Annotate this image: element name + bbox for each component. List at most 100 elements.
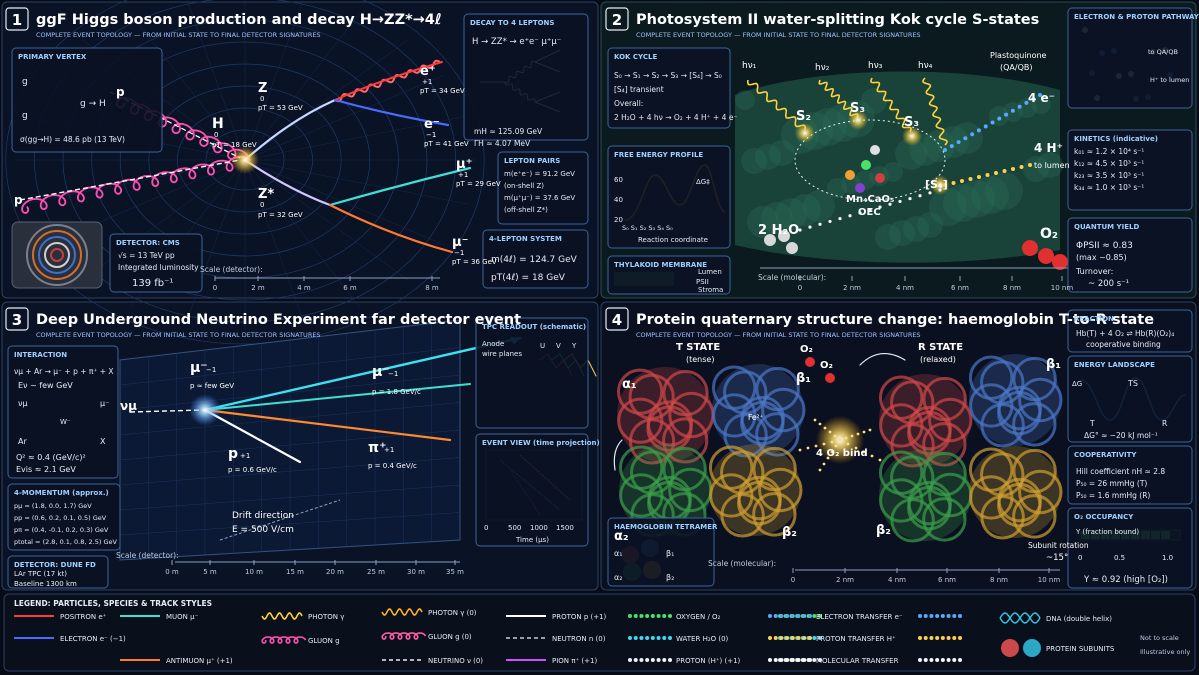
transfer-dot — [828, 430, 832, 434]
transfer-dot — [946, 636, 951, 640]
info-box-text: pμ = (1.8, 0.0, 1.7) GeV — [14, 502, 92, 510]
info-box — [1067, 129, 1193, 211]
info-box-text: pπ = (0.4, -0.1, 0.2, 0.3) GeV — [14, 526, 109, 534]
scale-tick-label: 6 nm — [951, 284, 969, 292]
scale-tick-label: 6 m — [343, 284, 357, 292]
diagram-label: μ⁻ — [452, 235, 468, 250]
subunit-coil — [752, 492, 797, 537]
scale-tick-label: 35 m — [446, 568, 464, 576]
wire-grid — [119, 347, 461, 386]
diagram-label: 0 — [214, 131, 218, 139]
subunit-coil — [1012, 402, 1057, 447]
transfer-dot — [812, 636, 817, 640]
track — [203, 408, 302, 464]
oxygen — [825, 373, 835, 383]
transfer-dot — [970, 132, 975, 137]
panel-number-badge — [605, 307, 629, 331]
info-box-text: ΔG‡ — [696, 178, 710, 186]
transfer-dot — [628, 614, 632, 618]
transfer-dot — [785, 614, 790, 618]
legend-label: DNA (double helix) — [1046, 615, 1112, 623]
diagram-label: p = 1.8 GeV/c — [372, 388, 421, 396]
info-box — [109, 233, 203, 293]
transfer-dot — [779, 614, 784, 618]
transfer-dot — [785, 658, 790, 662]
protein-texture — [809, 108, 847, 146]
info-box-text: Y (fraction bound) — [1075, 528, 1139, 536]
info-box-text: 500 — [508, 524, 521, 532]
transfer-dot — [808, 225, 812, 229]
transfer-dot — [826, 456, 830, 460]
diagram-label: π⁺ — [368, 440, 386, 456]
detector-spoke — [186, 0, 246, 161]
diagram-label: 4 O₂ bind — [816, 448, 868, 459]
subunit-coil — [711, 365, 757, 410]
transfer-dot — [935, 658, 940, 662]
info-box-text: Lumen — [698, 268, 722, 276]
photon-line — [818, 79, 859, 119]
diagram-label: pT = 53 GeV — [258, 104, 303, 112]
protein-texture — [1017, 98, 1037, 118]
scale-label: Scale (detector): — [200, 265, 263, 274]
photon-line — [747, 79, 806, 131]
diagram-label: E = 500 V/cm — [232, 525, 294, 535]
info-box-title: ELECTRON & PROTON PATHWAYS — [1074, 13, 1199, 21]
detector-spoke — [244, 159, 445, 246]
transfer-dot — [813, 418, 817, 422]
scale-tick-label: 0 — [798, 284, 802, 292]
transfer-dot — [997, 116, 1002, 121]
info-box-text: 40 — [614, 196, 623, 204]
protein-texture — [769, 140, 795, 166]
transfer-dot — [951, 181, 956, 185]
transfer-dot — [828, 219, 832, 224]
subunit-coil — [997, 385, 1042, 431]
transfer-dot — [834, 444, 838, 448]
diagram-label: p — [116, 85, 125, 99]
track — [203, 336, 522, 412]
detector-spoke — [244, 74, 445, 161]
state-glow — [930, 175, 950, 195]
subunit-coil — [928, 397, 973, 443]
rotation-arrow — [613, 439, 623, 471]
transfer-dot — [812, 614, 817, 618]
state-glow — [848, 110, 868, 130]
transfer-dot — [798, 448, 802, 452]
transfer-dot — [878, 205, 882, 209]
oxygen-atom — [1052, 254, 1068, 270]
track — [328, 203, 454, 254]
info-box-title: FREE ENERGY PROFILE — [614, 151, 703, 159]
diagram-label: −1 — [454, 249, 464, 257]
info-box-title: 4-LEPTON SYSTEM — [489, 235, 562, 243]
transfer-dot — [645, 636, 650, 640]
transfer-dot — [1004, 112, 1009, 117]
transfer-dot — [838, 216, 842, 221]
info-box-text: Y ≈ 0.92 (high [O₂]) — [1083, 575, 1168, 585]
panel-number-badge — [5, 307, 29, 331]
oxygen-atom — [1038, 248, 1054, 264]
subunit-coil — [662, 417, 709, 464]
transfer-dot — [1019, 165, 1024, 169]
diagram-label: (tense) — [686, 355, 714, 364]
transfer-dot — [952, 636, 957, 640]
legend-label: PROTON TRANSFER H⁺ — [816, 635, 896, 643]
info-box-title: EVENT VIEW (time projection) — [482, 439, 600, 447]
info-box-text: 0 — [1078, 554, 1082, 562]
diagram-label: 4 e⁻ — [1028, 91, 1055, 105]
diagram-label: (QA/QB) — [1000, 63, 1033, 72]
transfer-dot — [868, 208, 872, 212]
protein-texture — [971, 176, 1009, 214]
legend-label: ANTIMUON μ⁺ (+1) — [166, 657, 233, 665]
protein-texture — [943, 184, 981, 222]
diagram-label: pT = 34 GeV — [420, 87, 465, 95]
membrane — [735, 71, 1060, 263]
subunit — [879, 374, 971, 466]
legend-label: PROTEIN SUBUNITS — [1046, 645, 1115, 653]
wire-grid — [119, 484, 461, 511]
protein-texture — [789, 194, 821, 226]
info-box-text: 2 H₂O + 4 hν → O₂ + 4 H⁺ + 4 e⁻ — [614, 113, 737, 122]
info-box-text: g — [22, 111, 28, 121]
transfer-dot — [949, 144, 954, 149]
legend-label: WATER H₂O (0) — [676, 635, 729, 643]
protein-texture — [755, 144, 781, 170]
scale-tick-label: 10 nm — [1038, 576, 1061, 584]
